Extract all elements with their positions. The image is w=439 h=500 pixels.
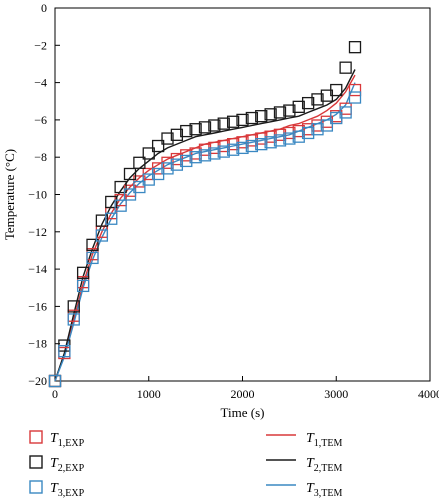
data-point-t3-exp [339,106,352,119]
legend-marker-t1-exp [29,430,43,444]
data-point-t3-exp [76,279,90,293]
data-point-t2-exp [67,300,80,313]
x-tick-label: 0 [52,387,58,401]
data-point-t3-exp [133,180,146,194]
data-point-t3-exp [320,119,334,132]
data-point-t3-exp [217,145,230,158]
legend-label-t2-tem: T2,TEM [306,456,343,474]
data-point-t3-exp [264,136,277,149]
series-line-t3-tem [54,82,356,382]
y-tick-label: 0 [41,1,47,15]
data-point-t3-exp [58,345,71,358]
data-point-t2-exp [123,167,137,181]
data-point-t2-exp [95,214,109,227]
series-line-t2-tem [54,69,356,382]
data-point-t2-exp [245,111,259,125]
data-point-t2-exp [170,128,184,141]
legend: T1,EXP T2,EXP T3,EXP T1,TEM T2,TEM T3,TEM [29,430,343,499]
data-point-t3-exp [283,132,296,145]
data-point-t2-exp [161,132,174,145]
data-point-t3-exp [189,151,202,164]
data-point-t3-exp [208,147,221,160]
data-point-t3-exp [48,374,62,388]
data-point-t3-exp [226,143,240,156]
data-point-t3-exp [245,139,259,153]
data-point-t3-exp [170,158,184,171]
x-axis-title: Time (s) [221,405,265,420]
x-tick-label: 3000 [324,387,348,401]
y-tick-label: −18 [28,337,47,351]
data-point-t1-exp [348,83,362,97]
data-point-t3-exp [236,141,249,155]
data-point-t3-exp [311,123,324,136]
data-point-t3-exp [198,149,212,162]
legend-label-t1-exp: T1,EXP [50,431,85,449]
data-point-t2-exp [86,238,99,252]
legend-marker-t2-exp [29,455,43,469]
data-point-t2-exp [105,195,118,209]
y-tick-label: −16 [28,299,47,313]
y-tick-label: −20 [28,374,47,388]
data-point-t3-exp [161,162,174,175]
y-tick-label: −10 [28,188,47,202]
data-point-t3-exp [86,251,99,265]
data-point-t3-exp [123,188,137,201]
data-point-t2-exp [311,93,324,106]
x-tick-label: 1000 [137,387,161,401]
legend-marker-t3-exp [29,480,43,494]
data-point-t3-exp [180,154,193,168]
data-point-t2-exp [114,180,127,194]
data-point-t3-exp [292,130,305,143]
legend-label-t3-exp: T3,EXP [50,481,85,499]
data-point-t2-exp [236,113,249,127]
data-point-t2-exp [339,61,352,74]
y-tick-label: −6 [34,113,47,127]
data-point-t3-exp [114,199,127,212]
data-point-t3-exp [105,212,118,225]
data-point-t2-exp [348,41,362,54]
y-tick-label: −8 [34,150,47,164]
data-point-t2-exp [283,104,296,117]
data-point-t2-exp [330,83,343,97]
data-point-t2-exp [255,110,268,123]
data-point-t2-exp [208,119,221,132]
data-point-t3-exp [255,137,268,151]
data-point-t2-exp [189,123,202,136]
x-tick-label: 4000 [418,387,439,401]
y-tick-label: −2 [34,38,47,52]
y-tick-label: −4 [34,76,47,90]
data-point-t3-exp [67,313,80,326]
data-point-t2-exp [273,106,287,119]
y-axis-title: Temperature (°C) [2,149,17,240]
x-tick-label: 2000 [231,387,255,401]
data-point-t2-exp [217,117,230,130]
y-tick-label: −14 [28,262,47,276]
data-point-t2-exp [292,100,305,113]
legend-label-t1-tem: T1,TEM [306,431,343,449]
data-point-t2-exp [301,96,315,110]
y-tick-label: −12 [28,225,47,239]
legend-label-t2-exp: T2,EXP [50,456,85,474]
data-point-t2-exp [151,139,165,153]
data-point-t3-exp [273,134,287,147]
data-point-t2-exp [226,115,240,128]
data-point-t2-exp [76,266,90,279]
data-point-t2-exp [264,108,277,121]
data-point-t3-exp [95,229,109,242]
data-point-t2-exp [180,124,193,138]
data-point-t2-exp [142,147,155,160]
plot-frame [54,7,431,382]
legend-label-t3-tem: T3,TEM [306,481,343,499]
data-point-t3-exp [348,91,362,104]
data-point-t2-exp [133,156,146,169]
data-point-t2-exp [198,121,212,134]
data-point-t3-exp [301,126,315,140]
